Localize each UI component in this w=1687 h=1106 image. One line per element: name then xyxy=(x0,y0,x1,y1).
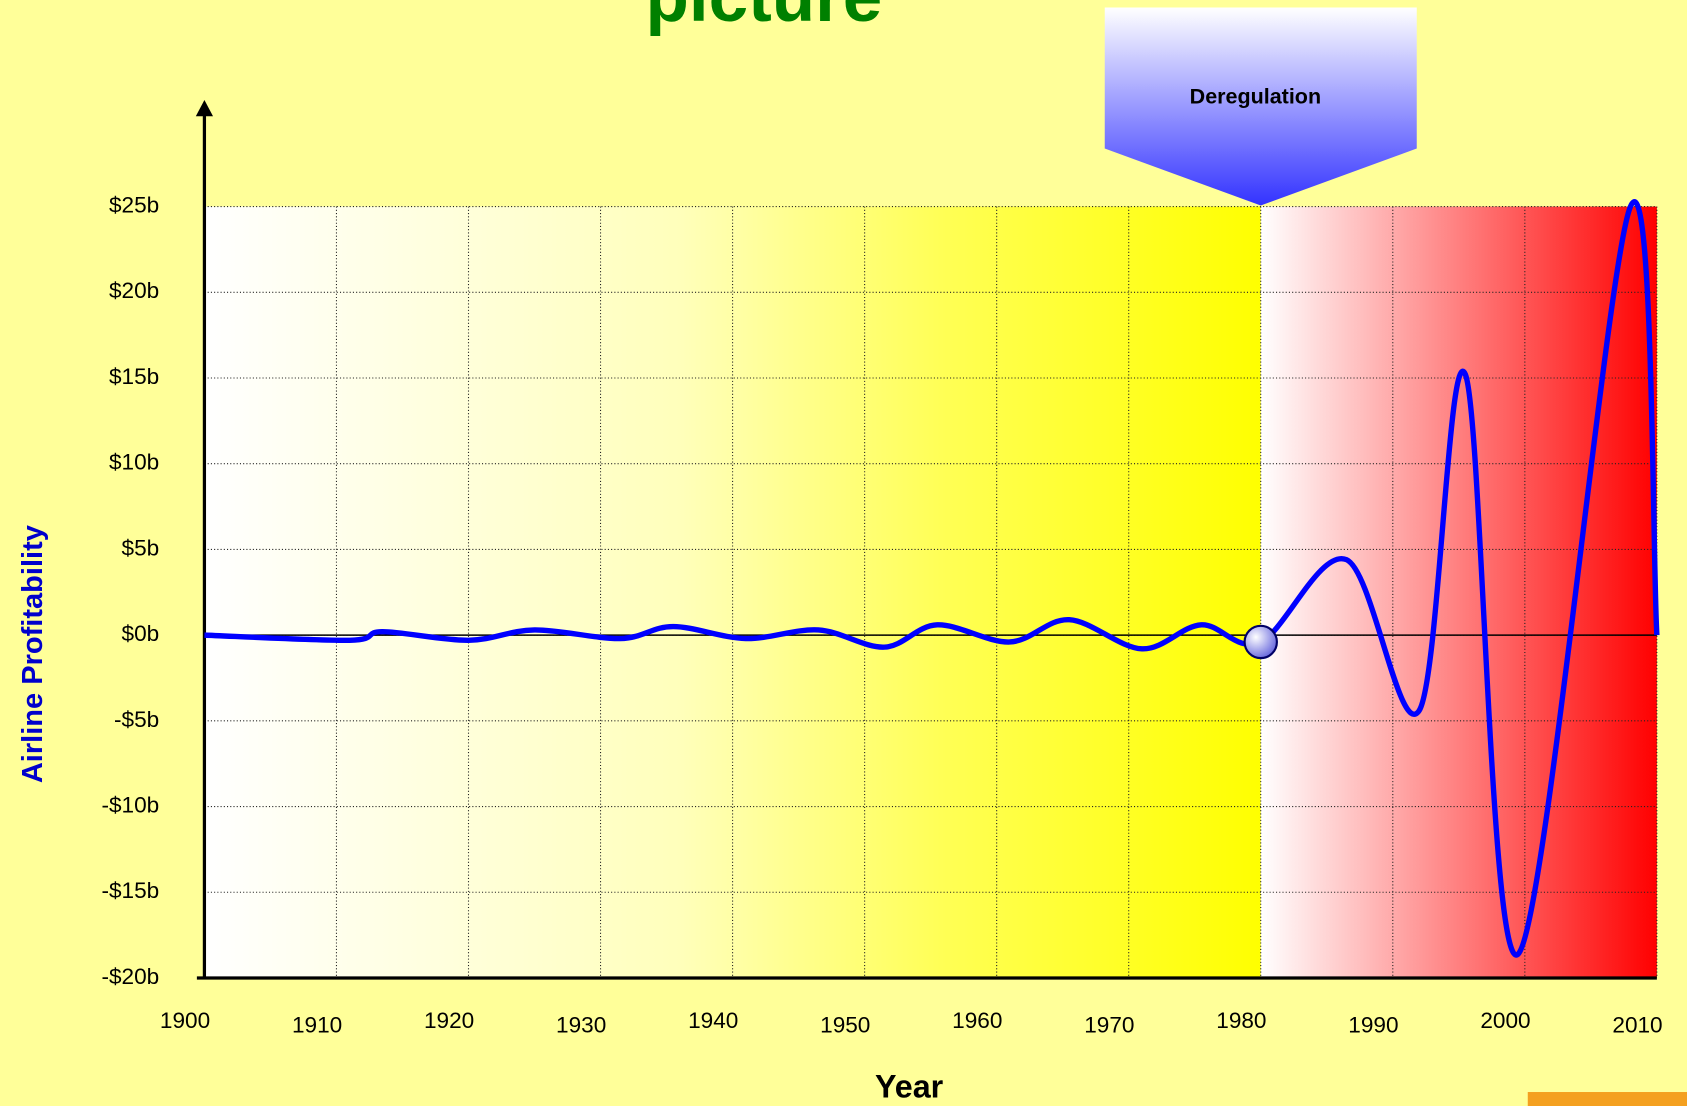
x-tick-label: 1960 xyxy=(952,1008,1002,1033)
y-tick-label: $10b xyxy=(109,450,159,475)
chart-title: picture xyxy=(646,0,883,37)
grid: -$20b -$15b -$10b -$5b $0b $5b $10b $15b $20b $25… xyxy=(101,100,1663,1037)
profit-line xyxy=(204,199,1660,958)
decoration xyxy=(1527,1092,1687,1106)
x-tick-label: 1950 xyxy=(820,1012,870,1037)
x-tick-label: 1930 xyxy=(556,1012,606,1037)
y-tick-label: $20b xyxy=(109,278,159,303)
y-tick-label: -$5b xyxy=(114,707,159,732)
y-tick-label: $25b xyxy=(109,193,159,218)
plot: Deregulation xyxy=(204,7,1660,958)
y-tick-label: -$10b xyxy=(101,793,159,818)
x-tick-label: 1920 xyxy=(424,1008,474,1033)
x-tick-label: 1910 xyxy=(292,1012,342,1037)
x-tick-label: 1990 xyxy=(1348,1012,1398,1037)
y-tick-label: $5b xyxy=(122,535,160,560)
x-tick-label: 1980 xyxy=(1216,1008,1266,1033)
y-tick-label: $0b xyxy=(122,621,160,646)
y-tick-label: $15b xyxy=(109,364,159,389)
x-tick-label: 1900 xyxy=(160,1008,210,1033)
era-deregulated xyxy=(1260,206,1657,978)
deregulation-marker xyxy=(1243,624,1278,660)
x-tick-label: 1970 xyxy=(1084,1012,1134,1037)
y-tick-label: -$15b xyxy=(101,878,159,903)
x-tick-label: 2000 xyxy=(1480,1008,1530,1033)
y-axis-label: Airline Profitability xyxy=(17,525,49,783)
annotation-text: Deregulation xyxy=(1190,85,1321,109)
annotation-callout xyxy=(1104,7,1417,206)
x-tick-label: 1940 xyxy=(688,1008,738,1033)
x-tick-label: 2010 xyxy=(1612,1012,1662,1037)
y-tick-label: -$20b xyxy=(101,964,159,989)
y-axis-arrow xyxy=(195,100,214,117)
x-axis-label: Year xyxy=(875,1068,944,1104)
